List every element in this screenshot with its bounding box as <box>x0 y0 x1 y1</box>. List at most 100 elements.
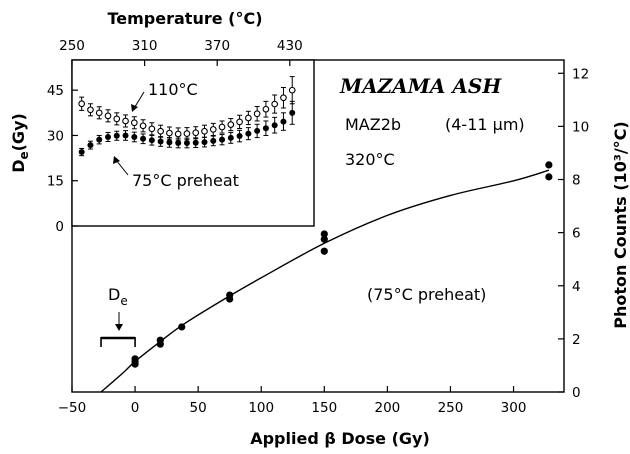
chart-title: MAZAMA ASH <box>339 74 502 98</box>
data-point <box>178 323 186 331</box>
y-tick-label: 2 <box>572 332 581 348</box>
inset-x-tick-label: 250 <box>59 38 85 54</box>
inset-point-open <box>95 109 103 117</box>
inset-point-filled <box>201 139 208 146</box>
x-tick-label: −50 <box>58 400 87 416</box>
inset-axis-ticks: 250 310 370 430 0 15 30 45 <box>47 38 303 235</box>
de-label-main: D <box>108 285 120 304</box>
y-tick-label: 4 <box>572 279 581 295</box>
inset-point-filled <box>245 130 252 137</box>
inset-point-filled <box>219 136 226 143</box>
inset-point-open <box>218 123 226 131</box>
inset-point-filled <box>148 137 155 144</box>
inset-point-filled <box>227 134 234 141</box>
y-tick-label: 8 <box>572 173 581 189</box>
inset-series-preheat-arrowhead <box>113 156 120 164</box>
x-tick-label: 100 <box>248 400 274 416</box>
inset-point-filled <box>183 140 190 146</box>
inset-point-filled <box>262 125 269 132</box>
inset-point-open <box>253 110 261 118</box>
preheat-main-label: (75°C preheat) <box>367 285 486 304</box>
inset-series-110-arrowhead <box>131 104 138 112</box>
main-data-points <box>131 161 553 368</box>
inset-point-filled <box>78 149 85 156</box>
inset-point-open <box>280 94 287 102</box>
inset-point-open <box>148 125 156 133</box>
inset-y-tick-label: 45 <box>47 83 64 99</box>
inset-y-axis-title-main: D <box>9 160 28 173</box>
inset-point-open <box>245 114 252 122</box>
de-label: De <box>108 285 128 308</box>
inset-point-filled <box>175 140 182 146</box>
inset-point-open <box>104 112 112 120</box>
y-tick-label: 10 <box>572 119 589 135</box>
data-point <box>320 230 328 238</box>
inset-point-filled <box>289 109 296 116</box>
data-point <box>320 247 328 255</box>
inset-series-preheat-arrow <box>115 159 129 176</box>
inset-point-open <box>174 130 182 138</box>
y-tick-label: 12 <box>572 66 589 82</box>
data-point <box>320 235 328 243</box>
x-tick-label: 200 <box>374 400 400 416</box>
x-tick-label: 0 <box>131 400 140 416</box>
inset-point-filled <box>254 127 261 134</box>
inset-point-open <box>183 130 191 137</box>
inset-series-preheat-label: 75°C preheat <box>132 171 239 190</box>
de-label-sub: e <box>120 294 127 308</box>
inset-point-open <box>166 129 173 137</box>
inset-point-filled <box>113 132 120 139</box>
y-axis-title-right: Photon Counts (10³/°C) <box>611 121 630 328</box>
inset-point-filled <box>236 133 243 140</box>
y-tick-label: 6 <box>572 226 581 242</box>
inset-x-tick-label: 430 <box>277 38 303 54</box>
inset-y-axis-title-sub: e <box>17 151 31 159</box>
inset-point-filled <box>96 136 103 143</box>
inset-point-open <box>262 105 270 113</box>
grain-size-label: (4-11 μm) <box>445 115 525 134</box>
inset-x-tick-label: 310 <box>132 38 158 54</box>
sample-label: MAZ2b <box>345 115 401 134</box>
inset-y-axis-title-unit: (Gy) <box>9 113 28 151</box>
inset-x-axis-title: Temperature (°C) <box>107 9 262 28</box>
inset-point-open <box>113 115 121 123</box>
x-axis-title: Applied β Dose (Gy) <box>250 429 430 448</box>
inset-x-tick-label: 370 <box>204 38 230 54</box>
data-point <box>131 355 139 363</box>
temperature-label: 320°C <box>345 150 395 169</box>
data-point <box>545 161 553 169</box>
inset-point-filled <box>192 139 199 146</box>
inset-point-open <box>209 126 217 133</box>
inset-point-open <box>139 122 147 130</box>
inset-point-filled <box>140 135 147 142</box>
inset-point-open <box>122 117 129 125</box>
inset-point-filled <box>104 133 111 140</box>
inset-series-110-label: 110°C <box>148 80 198 99</box>
inset-data-points <box>78 76 296 157</box>
inset-point-filled <box>166 139 173 146</box>
inset-point-open <box>78 100 86 108</box>
inset-point-open <box>201 127 208 135</box>
inset-point-open <box>87 106 94 114</box>
inset-point-filled <box>87 142 94 149</box>
x-tick-label: 300 <box>501 400 527 416</box>
data-point <box>545 173 553 181</box>
x-tick-label: 50 <box>190 400 207 416</box>
data-point <box>156 336 164 344</box>
inset-y-tick-label: 15 <box>47 174 64 190</box>
y-tick-label: 0 <box>572 385 581 401</box>
inset-point-filled <box>122 132 129 139</box>
inset-point-open <box>271 100 279 108</box>
inset-y-tick-label: 30 <box>47 128 64 144</box>
inset-point-filled <box>131 133 138 140</box>
inset-point-open <box>157 127 164 135</box>
inset-point-open <box>288 86 296 94</box>
inset-point-open <box>236 118 243 126</box>
inset-point-filled <box>210 137 217 144</box>
inset-point-open <box>227 121 235 128</box>
inset-point-open <box>192 129 200 137</box>
inset-point-open <box>130 119 138 127</box>
inset-y-tick-label: 0 <box>55 219 64 235</box>
de-arrow-head <box>115 324 123 331</box>
